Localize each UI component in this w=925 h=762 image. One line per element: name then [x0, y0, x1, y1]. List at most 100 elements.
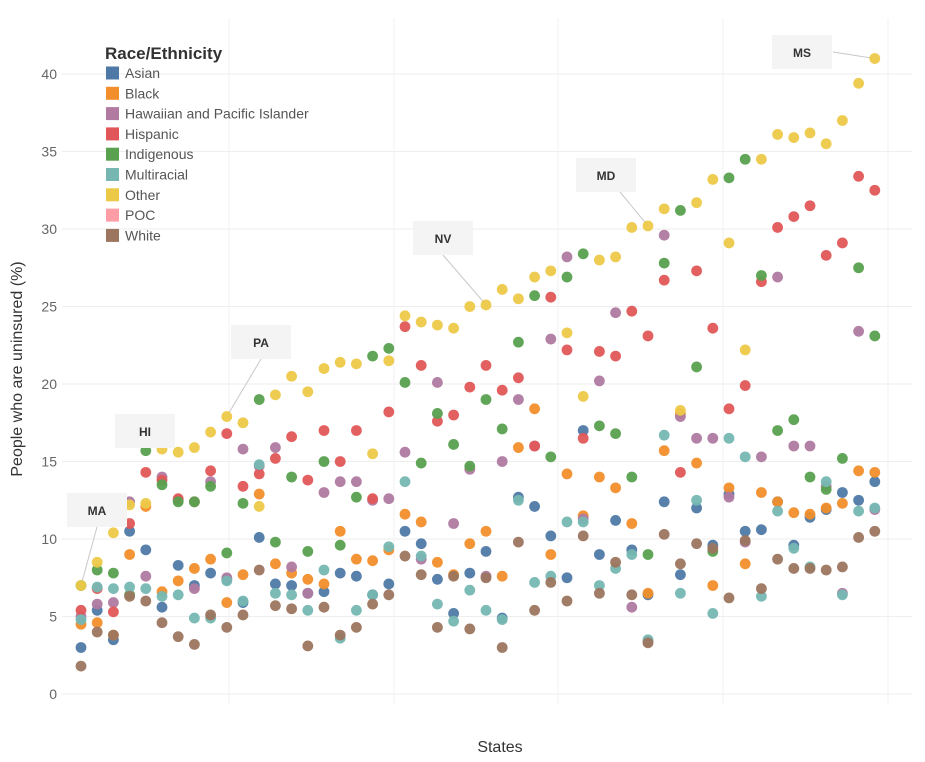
point-hispanic	[529, 440, 540, 452]
point-indigenous	[723, 172, 735, 184]
legend-label-asian: Asian	[125, 65, 160, 81]
point-hawaiian-and-pacific-islander	[399, 446, 411, 458]
point-other	[237, 417, 249, 429]
point-indigenous	[480, 394, 492, 405]
point-multiracial	[691, 494, 702, 506]
point-multiracial	[286, 589, 297, 601]
point-asian	[853, 494, 864, 506]
point-other	[577, 391, 589, 402]
data-points	[75, 53, 881, 672]
point-multiracial	[367, 589, 378, 601]
point-other	[545, 265, 557, 277]
point-other	[642, 220, 654, 232]
point-hawaiian-and-pacific-islander	[237, 443, 249, 455]
point-asian	[739, 525, 751, 537]
point-hispanic	[432, 415, 443, 427]
point-hawaiian-and-pacific-islander	[302, 587, 314, 599]
point-indigenous	[302, 546, 314, 557]
point-indigenous	[691, 361, 702, 373]
point-multiracial	[172, 589, 184, 601]
y-tick-label: 40	[41, 66, 57, 82]
point-hispanic	[318, 425, 330, 436]
point-multiracial	[529, 577, 540, 588]
point-indigenous	[286, 471, 297, 483]
point-white	[415, 569, 427, 581]
point-indigenous	[739, 153, 751, 165]
point-hispanic	[415, 360, 427, 371]
point-multiracial	[189, 612, 200, 624]
point-indigenous	[237, 497, 249, 509]
legend-swatch-hispanic	[106, 127, 119, 141]
point-hawaiian-and-pacific-islander	[513, 394, 524, 405]
point-black	[496, 570, 508, 582]
point-black	[788, 507, 800, 519]
y-tick-label: 30	[41, 221, 57, 237]
point-hispanic	[853, 170, 864, 182]
point-other	[399, 310, 411, 322]
point-hispanic	[221, 428, 233, 439]
point-hispanic	[464, 381, 476, 393]
point-multiracial	[415, 550, 427, 562]
point-multiracial	[383, 541, 395, 553]
point-indigenous	[788, 414, 800, 426]
point-hawaiian-and-pacific-islander	[334, 476, 346, 488]
point-hispanic	[496, 384, 508, 396]
point-black	[302, 573, 314, 585]
annotation-label-hi: HI	[139, 425, 151, 439]
point-hispanic	[480, 360, 492, 371]
point-other	[334, 356, 346, 368]
point-indigenous	[658, 257, 670, 269]
point-hawaiian-and-pacific-islander	[626, 601, 638, 613]
point-hispanic	[739, 380, 751, 391]
point-multiracial	[837, 589, 848, 601]
point-indigenous	[853, 262, 864, 274]
point-white	[302, 640, 314, 652]
legend-label-hawaiian-and-pacific-islander: Hawaiian and Pacific Islander	[125, 106, 309, 122]
point-black	[594, 471, 605, 483]
y-axis-ticks: 0 5 10 15 20 25 30 35 40	[41, 66, 57, 702]
point-black	[626, 518, 638, 529]
point-multiracial	[432, 598, 443, 610]
point-other	[383, 355, 395, 367]
point-other	[480, 299, 492, 311]
point-black	[804, 508, 816, 520]
point-other	[788, 132, 800, 143]
x-axis-label: States	[477, 739, 522, 756]
point-other	[432, 319, 443, 331]
point-indigenous	[772, 425, 783, 436]
point-other	[205, 426, 217, 438]
point-hawaiian-and-pacific-islander	[594, 375, 605, 387]
point-multiracial	[399, 476, 411, 488]
y-tick-label: 25	[41, 299, 57, 315]
point-white	[723, 592, 735, 604]
point-multiracial	[788, 542, 800, 554]
point-black	[723, 482, 735, 494]
point-black	[334, 525, 346, 537]
point-asian	[594, 549, 605, 560]
point-hispanic	[383, 406, 395, 418]
point-multiracial	[156, 590, 168, 602]
point-asian	[205, 567, 217, 579]
point-asian	[286, 580, 297, 591]
point-indigenous	[415, 457, 427, 469]
point-hawaiian-and-pacific-islander	[140, 570, 152, 582]
point-other	[804, 127, 816, 139]
point-hawaiian-and-pacific-islander	[383, 493, 395, 505]
point-hispanic	[448, 409, 459, 421]
point-hawaiian-and-pacific-islander	[91, 598, 103, 610]
point-other	[610, 251, 621, 263]
point-asian	[561, 572, 573, 584]
point-asian	[383, 578, 395, 590]
legend-swatch-poc	[106, 208, 119, 222]
point-indigenous	[837, 453, 848, 464]
point-white	[383, 589, 395, 601]
point-white	[156, 617, 168, 629]
point-multiracial	[351, 604, 362, 616]
point-multiracial	[270, 587, 281, 599]
point-hawaiian-and-pacific-islander	[788, 440, 800, 452]
point-hawaiian-and-pacific-islander	[561, 251, 573, 263]
point-black	[205, 553, 217, 565]
point-indigenous	[545, 451, 557, 463]
point-other	[253, 501, 265, 512]
point-multiracial	[480, 604, 492, 616]
